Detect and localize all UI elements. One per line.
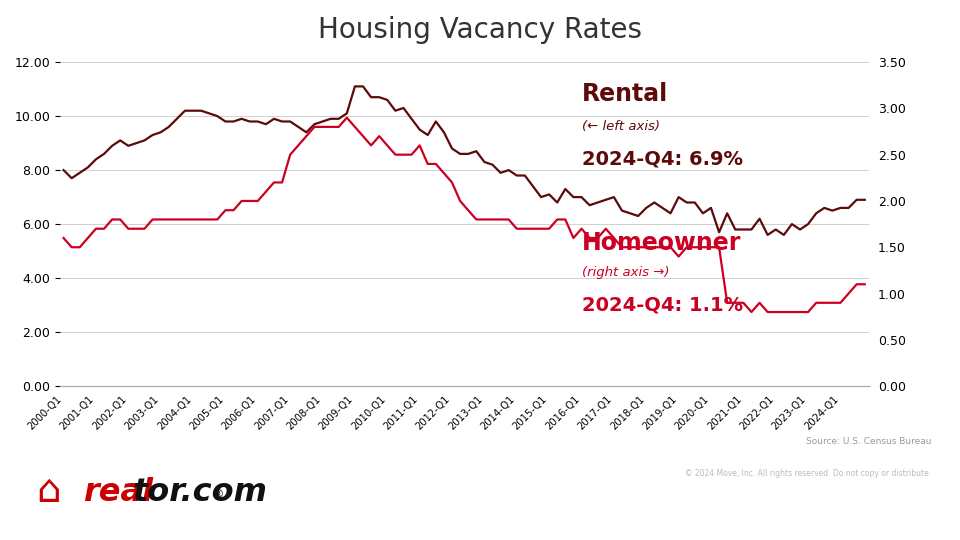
Text: Source: U.S. Census Bureau: Source: U.S. Census Bureau — [805, 436, 931, 446]
Text: Rental: Rental — [582, 82, 668, 105]
Text: ®: ® — [211, 488, 224, 501]
Text: tor.com: tor.com — [132, 477, 268, 508]
Text: (← left axis): (← left axis) — [582, 120, 660, 133]
Text: Housing Vacancy Rates: Housing Vacancy Rates — [318, 16, 642, 44]
Text: 2024-Q4: 6.9%: 2024-Q4: 6.9% — [582, 150, 742, 168]
Text: real: real — [83, 477, 153, 508]
Text: 2024-Q4: 1.1%: 2024-Q4: 1.1% — [582, 295, 743, 314]
Text: (right axis →): (right axis →) — [582, 266, 669, 279]
Text: © 2024 Move, Inc. All rights reserved. Do not copy or distribute.: © 2024 Move, Inc. All rights reserved. D… — [685, 469, 931, 478]
Text: Homeowner: Homeowner — [582, 231, 741, 254]
Text: ⌂: ⌂ — [36, 472, 61, 510]
